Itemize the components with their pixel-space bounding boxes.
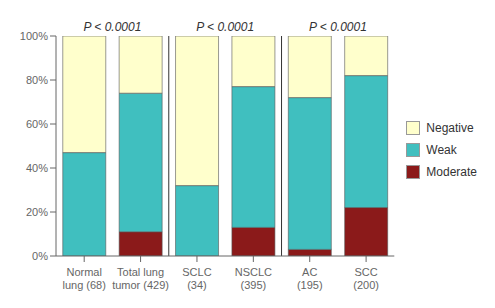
svg-text:40%: 40% — [26, 162, 48, 174]
svg-text:Total lungtumor (429): Total lungtumor (429) — [112, 266, 169, 291]
svg-text:80%: 80% — [26, 74, 48, 86]
svg-text:AC(195): AC(195) — [297, 266, 323, 291]
svg-text:100%: 100% — [20, 30, 48, 42]
svg-text:P < 0.0001: P < 0.0001 — [196, 20, 254, 34]
svg-text:P < 0.0001: P < 0.0001 — [83, 20, 141, 34]
svg-text:SCC(200): SCC(200) — [353, 266, 379, 291]
html-text:Negative: Negative — [426, 121, 474, 135]
svg-text:Normallung (68): Normallung (68) — [62, 266, 105, 291]
svg-text:NSCLC(395): NSCLC(395) — [235, 266, 272, 291]
html-text:Weak: Weak — [426, 143, 457, 157]
svg-text:0%: 0% — [32, 250, 48, 262]
svg-text:60%: 60% — [26, 118, 48, 130]
html-text:Moderate: Moderate — [426, 165, 477, 179]
svg-text:20%: 20% — [26, 206, 48, 218]
svg-text:P < 0.0001: P < 0.0001 — [309, 20, 367, 34]
svg-text:SCLC(34): SCLC(34) — [182, 266, 211, 291]
